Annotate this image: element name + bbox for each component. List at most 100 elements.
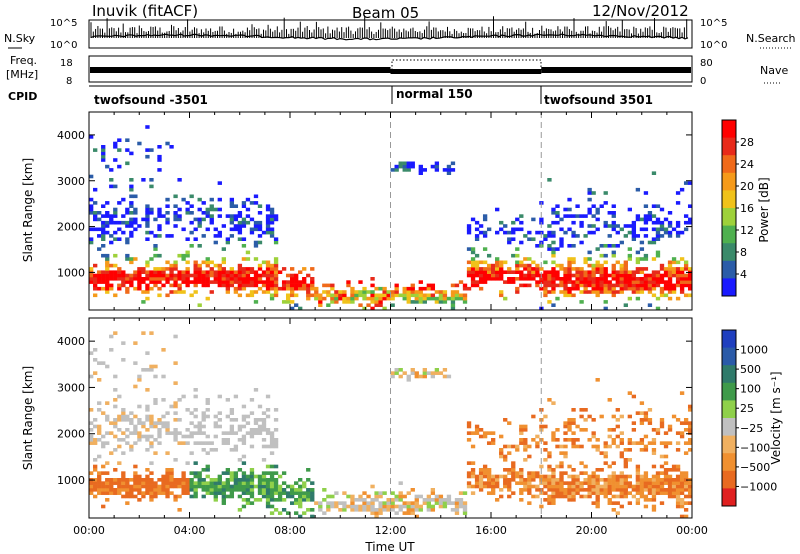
power-cell bbox=[338, 296, 343, 301]
velocity-cell bbox=[458, 504, 464, 509]
power-cell bbox=[575, 234, 580, 238]
velocity-cell bbox=[418, 374, 423, 379]
velocity-cell bbox=[491, 488, 496, 492]
power-cell bbox=[330, 283, 335, 288]
power-cell bbox=[117, 270, 122, 274]
velocity-cell bbox=[591, 431, 596, 435]
power-cell bbox=[667, 267, 673, 271]
power-cell bbox=[491, 270, 496, 274]
velocity-cell bbox=[603, 484, 608, 489]
velocity-cell bbox=[302, 511, 307, 515]
power-cell bbox=[531, 267, 536, 271]
power-cell bbox=[639, 257, 645, 261]
power-cell bbox=[105, 260, 110, 265]
velocity-cell bbox=[639, 401, 645, 405]
power-cell bbox=[482, 267, 488, 271]
power-cell bbox=[615, 273, 620, 278]
velocity-cell bbox=[466, 484, 472, 489]
velocity-cell bbox=[595, 478, 600, 482]
power-cell bbox=[273, 267, 279, 271]
power-cell bbox=[129, 194, 134, 199]
velocity-cell bbox=[511, 468, 516, 472]
power-cell bbox=[201, 260, 206, 265]
power-cell bbox=[217, 280, 222, 284]
power-cell bbox=[265, 214, 271, 218]
power-cell bbox=[197, 277, 202, 281]
power-cell bbox=[249, 293, 255, 298]
power-cell bbox=[346, 280, 351, 284]
power-cell bbox=[482, 277, 488, 281]
power-cell bbox=[663, 230, 669, 235]
velocity-cell bbox=[527, 474, 532, 479]
power-cell bbox=[386, 290, 391, 294]
power-cell bbox=[627, 253, 632, 258]
velocity-cell bbox=[671, 464, 677, 469]
power-cell bbox=[567, 286, 572, 291]
velocity-cell bbox=[671, 414, 677, 419]
velocity-cell bbox=[225, 478, 230, 482]
velocity-cell bbox=[575, 484, 580, 489]
velocity-cell bbox=[635, 468, 641, 472]
velocity-cell bbox=[503, 454, 508, 459]
velocity-cell bbox=[503, 484, 508, 489]
nave-trace bbox=[391, 59, 542, 70]
power-cell bbox=[241, 286, 247, 291]
power-cell bbox=[466, 247, 472, 251]
velocity-cell bbox=[683, 488, 689, 492]
velocity-cell bbox=[310, 514, 315, 519]
velocity-cell bbox=[265, 488, 271, 492]
velocity-cell bbox=[386, 504, 391, 509]
power-cell bbox=[603, 283, 608, 288]
power-cell bbox=[370, 277, 375, 281]
velocity-cell bbox=[639, 481, 645, 485]
power-cell bbox=[575, 270, 580, 274]
velocity-cell bbox=[406, 504, 411, 509]
power-cell bbox=[253, 194, 259, 199]
power-cell bbox=[607, 224, 612, 228]
power-cell bbox=[285, 283, 291, 288]
velocity-cell bbox=[635, 474, 641, 479]
velocity-cell bbox=[651, 488, 657, 492]
x-tick-label: 16:00 bbox=[475, 524, 507, 537]
velocity-cell bbox=[607, 444, 612, 449]
velocity-cell bbox=[474, 484, 480, 489]
power-cell bbox=[683, 260, 689, 265]
power-cell bbox=[109, 217, 114, 222]
velocity-cell bbox=[635, 491, 641, 495]
power-cell bbox=[551, 260, 556, 265]
power-cell bbox=[647, 303, 653, 307]
power-cell bbox=[671, 267, 677, 271]
power-cell bbox=[466, 267, 472, 271]
power-cell bbox=[595, 270, 600, 274]
power-cell bbox=[302, 286, 307, 291]
velocity-cell bbox=[531, 474, 536, 479]
velocity-cell bbox=[205, 491, 210, 495]
velocity-cell bbox=[531, 414, 536, 419]
power-cell bbox=[655, 280, 661, 284]
velocity-cell bbox=[687, 424, 693, 429]
power-cell bbox=[651, 270, 657, 274]
velocity-cell bbox=[141, 434, 146, 439]
power-cell bbox=[137, 224, 142, 228]
velocity-cell bbox=[418, 504, 423, 509]
power-cell bbox=[137, 270, 142, 274]
power-cell bbox=[599, 244, 604, 248]
velocity-cell bbox=[137, 404, 142, 409]
power-cell bbox=[229, 234, 235, 238]
power-cell bbox=[567, 280, 572, 284]
velocity-cell bbox=[241, 491, 247, 495]
velocity-cell bbox=[225, 441, 230, 445]
power-cell bbox=[117, 286, 122, 291]
velocity-cell bbox=[197, 481, 202, 485]
velocity-cell bbox=[169, 478, 174, 482]
velocity-cell bbox=[298, 494, 303, 499]
power-cell bbox=[149, 184, 154, 189]
velocity-cell bbox=[567, 481, 572, 485]
velocity-cell bbox=[611, 494, 616, 499]
power-cell bbox=[153, 247, 158, 251]
power-cell bbox=[551, 234, 556, 238]
power-cell bbox=[655, 204, 661, 208]
velocity-cell bbox=[149, 481, 154, 485]
velocity-cell bbox=[302, 498, 307, 502]
velocity-cell bbox=[273, 428, 279, 432]
